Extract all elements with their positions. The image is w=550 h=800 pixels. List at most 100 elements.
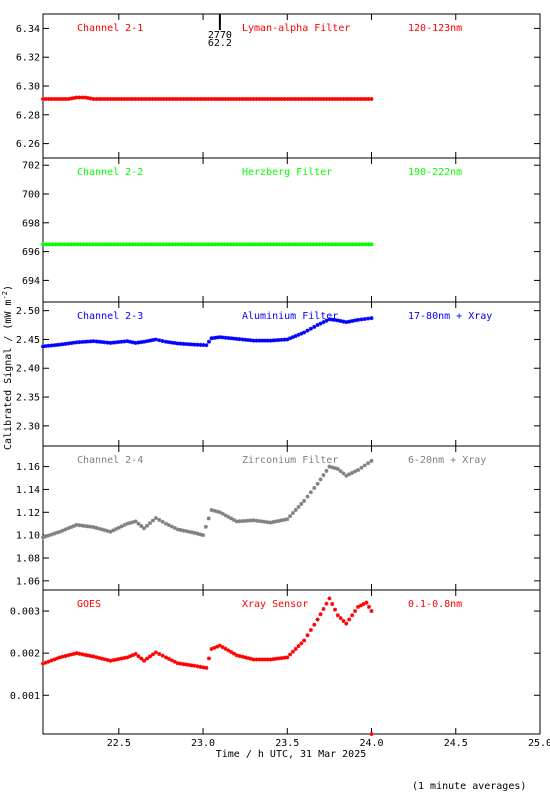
data-point [280,242,285,247]
data-point [204,343,209,348]
data-point [184,342,189,347]
data-point [320,242,325,247]
data-point [265,520,270,525]
data-point [90,242,95,247]
data-point [189,342,194,347]
data-point [253,242,258,247]
data-point [318,321,323,326]
data-point [299,331,304,336]
data-point [49,96,54,101]
data-point [265,96,270,101]
data-point [234,96,239,101]
footnote: (1 minute averages) [412,781,527,792]
data-point [223,513,228,518]
y-axis-title-close: ) [3,285,14,291]
y-tick-label: 702 [22,161,40,172]
data-point [268,657,273,662]
data-point [80,523,85,528]
data-point [315,617,320,622]
data-point [66,96,71,101]
data-point [56,242,61,247]
panel-frame-2 [42,157,541,303]
data-point [216,242,221,247]
data-point [353,609,358,614]
panel-frame-4 [42,445,541,591]
data-point [209,96,214,101]
data-point [210,242,215,247]
data-point [212,96,217,101]
data-point [299,96,304,101]
data-point [136,340,141,345]
data-point [237,519,242,524]
data-point [316,96,321,101]
data-point [108,529,113,534]
data-point [178,528,183,532]
data-point [329,242,334,247]
y-tick-label: 1.12 [16,508,40,519]
panel-filter-label: Xray Sensor [242,599,308,610]
data-point [285,337,290,342]
y-tick-label: 2.30 [16,421,40,432]
data-point [119,339,124,344]
data-point [136,242,141,247]
data-point [274,242,279,247]
data-point [41,242,45,247]
data-point [366,316,371,321]
data-point [181,341,186,346]
data-point [133,519,138,524]
data-point [91,654,96,659]
data-point [77,95,82,100]
data-point [353,318,358,323]
data-point [335,242,340,247]
data-point [341,471,346,476]
data-point [223,335,228,340]
data-point [99,96,104,101]
data-point [118,242,123,247]
data-point [290,649,295,654]
data-point [192,663,197,668]
data-point [169,524,174,529]
data-point [285,96,290,101]
data-point [257,657,262,662]
data-point [361,96,366,101]
data-point [324,601,329,606]
data-point [206,516,211,521]
data-point [55,96,60,101]
data-point [88,96,93,101]
data-point [207,242,212,247]
data-point [254,338,259,343]
x-tick-label: 23.0 [191,738,215,749]
data-point [166,656,171,661]
data-point [215,335,220,340]
data-point [355,96,360,101]
data-point [158,242,163,247]
data-point [99,656,104,661]
panel-filter-label: Herzberg Filter [242,167,332,178]
data-point [77,523,82,528]
data-point [108,658,113,663]
data-point [345,242,350,247]
y-tick-label: 6.26 [16,139,40,150]
data-point [290,96,295,101]
data-point [347,96,352,101]
data-point [63,527,68,532]
data-point [363,242,368,247]
data-point [130,653,135,658]
data-point [66,341,71,346]
data-point [57,529,62,534]
data-point [271,520,276,524]
y-axis-title-sup: -2 [1,291,9,299]
data-point [88,524,93,529]
data-point [333,607,338,612]
y-tick-label: 6.30 [16,82,40,93]
data-point [265,657,270,662]
data-point [220,645,225,650]
data-point [296,96,301,101]
data-point [335,613,340,618]
data-point [312,324,317,329]
data-point [223,646,228,651]
data-point [63,96,68,101]
data-point [43,96,48,101]
data-point [229,336,234,341]
panel-band-label: 0.1-0.8nm [408,599,462,610]
